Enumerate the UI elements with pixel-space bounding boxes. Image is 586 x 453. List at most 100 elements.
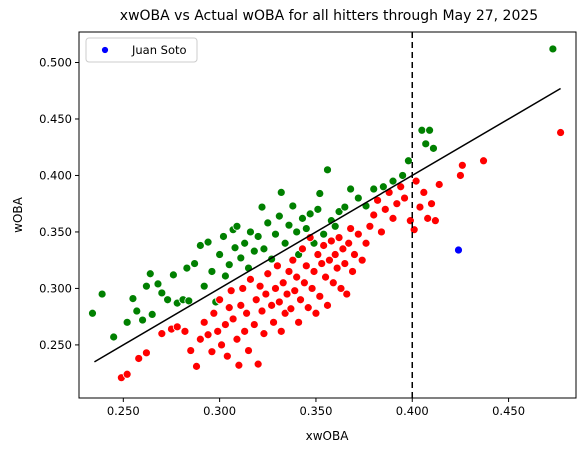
data-point-red: [276, 326, 286, 336]
data-point-green: [425, 125, 434, 135]
data-point-red: [280, 308, 290, 318]
data-point-red: [180, 326, 190, 336]
data-point-red: [377, 227, 386, 237]
data-point-red: [222, 351, 232, 361]
data-point-red: [242, 308, 251, 318]
data-point-green: [319, 229, 329, 239]
data-point-red: [330, 250, 340, 259]
data-point-green: [203, 237, 213, 247]
data-point-green: [157, 288, 167, 298]
data-point-green: [219, 232, 228, 241]
data-point-green: [353, 193, 363, 203]
data-point-red: [251, 295, 261, 305]
data-point-red: [234, 360, 244, 370]
data-point-red: [326, 236, 336, 246]
data-point-red: [134, 354, 144, 363]
data-point-red: [334, 233, 344, 242]
data-point-red: [255, 281, 265, 291]
data-point-red: [244, 346, 253, 355]
data-point-red: [271, 284, 280, 293]
y-axis-label: wOBA: [11, 196, 25, 232]
data-point-red: [249, 320, 259, 329]
data-point-green: [138, 315, 147, 325]
data-point-red: [259, 329, 269, 339]
data-point-red: [361, 238, 371, 248]
data-point-green: [128, 294, 138, 303]
data-point-green: [421, 139, 431, 149]
data-point-green: [334, 207, 344, 217]
data-point-red: [286, 304, 296, 314]
data-point-red: [186, 346, 196, 355]
data-point-red: [282, 289, 292, 299]
data-point-green: [182, 263, 192, 273]
chart-title: xwOBA vs Actual wOBA for all hitters thr…: [120, 8, 538, 24]
data-point-green: [263, 218, 273, 228]
data-point-red: [405, 216, 415, 226]
data-point-red: [388, 213, 398, 223]
data-point-red: [240, 326, 250, 336]
data-point-red: [365, 221, 375, 231]
data-point-red: [238, 284, 248, 293]
data-point-red: [290, 286, 300, 296]
data-point-red: [221, 320, 230, 329]
data-point-green: [292, 227, 302, 237]
data-point-green: [240, 238, 250, 248]
data-point-red: [273, 261, 282, 271]
data-point-green: [284, 220, 294, 230]
data-point-red: [296, 295, 305, 305]
data-point-green: [298, 213, 307, 223]
data-point-red: [328, 278, 338, 288]
data-point-green: [122, 317, 132, 327]
data-point-red: [338, 244, 348, 254]
x-tick-label: 0.300: [203, 404, 236, 418]
data-point-red: [350, 250, 359, 259]
data-point-red: [199, 317, 209, 327]
data-point-red: [142, 348, 151, 358]
data-point-green: [145, 269, 155, 279]
data-point-green: [207, 267, 217, 276]
data-point-red: [301, 261, 311, 271]
data-point-red: [427, 199, 436, 209]
data-point-green: [274, 211, 284, 221]
data-point-green: [398, 171, 408, 180]
legend: Juan Soto: [85, 37, 198, 63]
data-point-red: [340, 259, 350, 268]
y-tick-label: 0.500: [39, 56, 72, 70]
data-point-green: [417, 125, 427, 135]
data-point-red: [294, 317, 304, 327]
data-point-red: [209, 308, 219, 318]
data-point-red: [342, 289, 352, 299]
y-tick-label: 0.250: [39, 338, 72, 352]
data-point-red: [400, 193, 409, 203]
data-point-red: [357, 255, 367, 265]
axes: 0.250 0.300 0.350 0.400 0.450 0.250 0.300 0.350…: [39, 56, 525, 419]
data-point-red: [299, 278, 309, 288]
data-point-red: [315, 291, 325, 301]
data-point-red: [232, 334, 242, 344]
data-point-green: [142, 281, 151, 291]
data-point-green: [221, 271, 230, 281]
data-point-red: [309, 267, 319, 276]
data-point-green: [340, 202, 350, 212]
legend-label-juan-soto: Juan Soto: [131, 43, 187, 57]
data-point-green: [249, 246, 259, 256]
data-point-green: [253, 232, 263, 241]
data-point-green: [230, 243, 240, 253]
data-point-red: [380, 204, 390, 214]
data-point-green: [195, 241, 205, 250]
data-point-red: [228, 314, 238, 324]
data-point-red: [344, 238, 354, 248]
data-point-red: [207, 347, 217, 357]
x-tick-label: 0.250: [107, 404, 140, 418]
data-point-red: [298, 244, 307, 254]
y-tick-label: 0.400: [39, 168, 72, 182]
data-point-red: [246, 274, 255, 284]
data-point-red: [415, 202, 425, 212]
data-point-green: [301, 224, 311, 233]
data-point-red: [257, 306, 267, 316]
data-point-green: [369, 184, 379, 194]
reference-line: [94, 87, 561, 363]
plot-area: [88, 32, 565, 398]
data-point-red: [269, 317, 278, 327]
